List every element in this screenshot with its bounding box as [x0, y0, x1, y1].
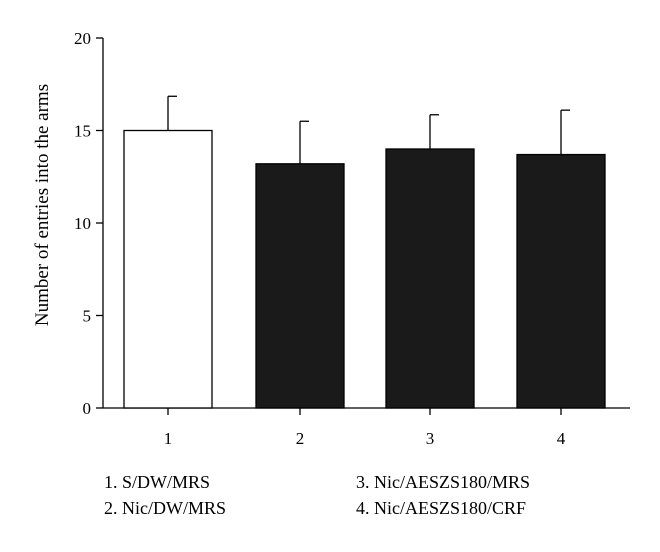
x-tick-label-1: 1	[164, 429, 173, 448]
y-tick-label-10: 10	[74, 214, 91, 233]
x-tick-label-4: 4	[557, 429, 566, 448]
y-tick-label-0: 0	[83, 399, 92, 418]
bar-4	[516, 153, 606, 409]
bar-3	[385, 148, 475, 409]
y-tick-label-5: 5	[83, 307, 92, 326]
legend-entry: 2. Nic/DW/MRS	[104, 498, 226, 518]
bar-2	[255, 163, 345, 409]
y-tick-label-20: 20	[74, 29, 91, 48]
bar-1	[123, 129, 213, 409]
x-tick-label-2: 2	[296, 429, 305, 448]
x-tick-label-3: 3	[426, 429, 435, 448]
legend-entry: 4. Nic/AESZS180/CRF	[356, 498, 526, 518]
y-axis-title: Number of entries into the arms	[32, 84, 53, 326]
legend-entry: 1. S/DW/MRS	[104, 472, 210, 492]
y-tick-label-15: 15	[74, 122, 91, 141]
legend-entry: 3. Nic/AESZS180/MRS	[356, 472, 530, 492]
